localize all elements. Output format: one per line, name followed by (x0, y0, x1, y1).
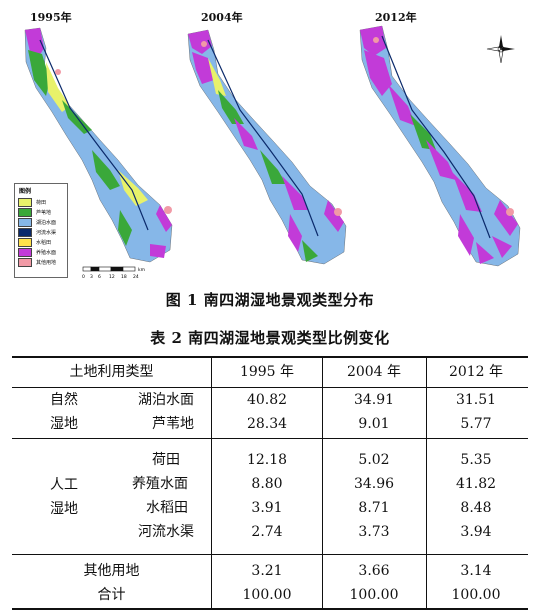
map-1995 (24, 27, 173, 263)
legend-label: 芦苇地 (36, 209, 52, 216)
legend-label: 水稻田 (36, 239, 52, 246)
table-cell: 5.35 (460, 452, 492, 468)
map-year-label: 2012年 (375, 11, 417, 24)
legend-item: 荷田 (18, 197, 67, 207)
legend-item: 其他用地 (18, 257, 67, 267)
legend-item: 养殖水面 (18, 247, 67, 257)
table-row-type: 荷田 (152, 452, 180, 468)
table-row-type: 湖泊水面 (138, 392, 194, 408)
table-cell: 34.91 (353, 392, 395, 408)
table-cell: 8.80 (251, 476, 283, 492)
group-label-natural: 湿地 (50, 416, 78, 432)
table-caption: 表 2 南四湖湿地景观类型比例变化 (150, 329, 390, 347)
table-cell: 40.82 (246, 392, 288, 408)
table-row-type: 水稻田 (146, 500, 188, 516)
legend-swatch (18, 217, 32, 227)
group-rule (12, 438, 528, 439)
header-type: 土地利用类型 (69, 364, 154, 380)
legend-swatch (18, 237, 32, 247)
column-divider (322, 356, 323, 610)
scale-tick: 3 (90, 274, 93, 280)
legend-swatch (18, 197, 32, 207)
table-cell: 12.18 (246, 452, 288, 468)
map-2004 (187, 29, 347, 265)
map-year-label: 2004年 (201, 11, 243, 24)
legend-item: 河流水渠 (18, 227, 67, 237)
table-cell: 3.73 (358, 524, 390, 540)
table-row-type: 河流水渠 (138, 524, 194, 540)
header-year: 2012 年 (448, 364, 504, 380)
table-total-label: 合计 (97, 587, 126, 603)
north-arrow-icon (486, 35, 515, 64)
legend-swatch (18, 257, 32, 267)
header-rule (12, 387, 528, 388)
legend-label: 河流水渠 (36, 229, 57, 236)
scale-tick: 24 (133, 274, 139, 280)
table-row-type: 芦苇地 (152, 416, 194, 432)
table-cell: 5.02 (358, 452, 390, 468)
table-cell: 3.94 (460, 524, 492, 540)
table-cell: 41.82 (455, 476, 497, 492)
scale-tick: 0 (82, 274, 85, 280)
table-bottom-rule (12, 608, 528, 610)
group-label-artificial: 人工 (50, 477, 78, 493)
scale-tick: 12 (109, 274, 115, 280)
table-cell: 3.66 (358, 563, 390, 579)
column-divider (211, 356, 212, 610)
table-top-rule (12, 356, 528, 358)
legend-title: 图例 (19, 188, 32, 195)
header-year: 2004 年 (346, 364, 402, 380)
table-cell: 28.34 (246, 416, 288, 432)
table-cell: 31.51 (455, 392, 497, 408)
table-cell: 3.91 (251, 500, 283, 516)
scale-unit: km (138, 267, 145, 273)
legend-swatch (18, 247, 32, 257)
group-rule (12, 554, 528, 555)
table-cell: 3.14 (460, 563, 492, 579)
legend-item: 水稻田 (18, 237, 67, 247)
legend-label: 其他用地 (36, 259, 57, 266)
map-2012 (359, 25, 521, 267)
table-row-type: 养殖水面 (132, 476, 188, 492)
table-cell: 3.21 (251, 563, 283, 579)
table-row-type: 其他用地 (83, 563, 140, 579)
map-legend: 图例 荷田 芦苇地 湖泊水面 河流水渠 水稻田 养殖水面 其他用地 (14, 183, 68, 278)
group-label-natural: 自然 (50, 392, 78, 408)
map-year-label: 1995年 (30, 11, 72, 24)
table-cell: 5.77 (460, 416, 492, 432)
table-cell: 34.96 (353, 476, 395, 492)
scale-tick: 6 (98, 274, 101, 280)
legend-label: 养殖水面 (36, 249, 57, 256)
table-total-cell: 100.00 (349, 587, 399, 603)
map-figure: 1995年 2004年 2012年 (0, 0, 540, 285)
scale-tick: 18 (121, 274, 127, 280)
header-year: 1995 年 (239, 364, 295, 380)
legend-swatch (18, 227, 32, 237)
legend-label: 湖泊水面 (36, 219, 57, 226)
table-total-cell: 100.00 (242, 587, 292, 603)
scale-bar: 0 3 6 12 18 24 km (82, 266, 145, 280)
column-divider (426, 356, 427, 610)
legend-item: 芦苇地 (18, 207, 67, 217)
table-cell: 2.74 (251, 524, 283, 540)
table-cell: 8.71 (358, 500, 390, 516)
legend-swatch (18, 207, 32, 217)
figure-caption: 图 1 南四湖湿地景观类型分布 (165, 291, 375, 309)
table-total-cell: 100.00 (451, 587, 501, 603)
legend-item: 湖泊水面 (18, 217, 67, 227)
legend-label: 荷田 (36, 199, 47, 206)
table-cell: 8.48 (460, 500, 492, 516)
group-label-artificial: 湿地 (50, 501, 78, 517)
table-cell: 9.01 (358, 416, 390, 432)
